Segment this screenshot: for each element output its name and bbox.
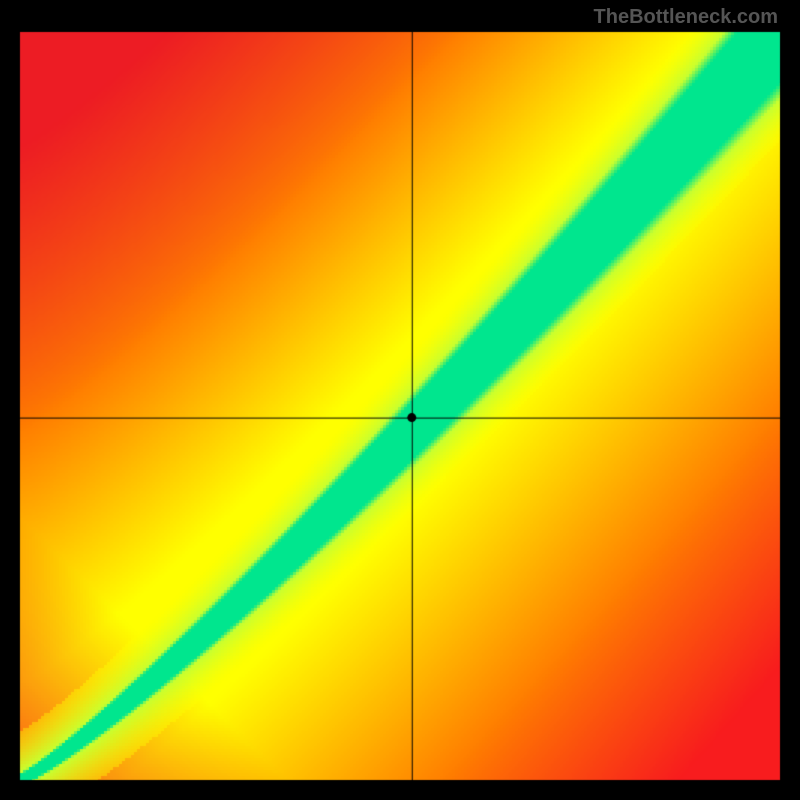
chart-container: TheBottleneck.com	[0, 0, 800, 800]
watermark-text: TheBottleneck.com	[594, 6, 778, 29]
bottleneck-heatmap	[0, 0, 800, 800]
